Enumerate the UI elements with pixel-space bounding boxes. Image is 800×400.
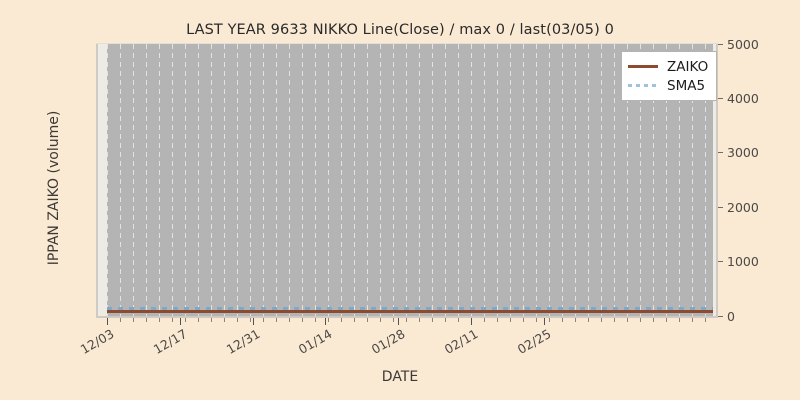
legend-swatch-sma5-icon: [628, 84, 658, 87]
y-tick-mark: [718, 315, 723, 317]
series-line-sma5: [107, 307, 713, 310]
plot-left-margin-strip: [98, 44, 107, 316]
x-tick-label: 12/03: [77, 326, 117, 358]
x-tick-mark: [398, 318, 400, 325]
x-tick-label: 12/17: [150, 326, 190, 358]
legend-label: SMA5: [667, 77, 706, 94]
x-tick-label: 12/31: [223, 326, 263, 358]
plot-right-margin-strip: [713, 44, 716, 316]
y-tick-mark: [718, 43, 723, 45]
axis-spine-top: [96, 43, 718, 44]
y-tick-mark: [718, 97, 723, 99]
x-tick-mark: [179, 318, 181, 325]
chart-legend[interactable]: ZAIKO SMA5: [621, 51, 718, 101]
vertical-gridlines: [107, 44, 713, 316]
x-tick-mark: [471, 318, 472, 325]
x-axis-tick-labels: 12/03 12/17 12/31 01/14 01/28 02/11 02/25: [0, 326, 800, 366]
y-tick-label: 5000: [727, 36, 759, 52]
y-tick-mark: [718, 152, 723, 154]
axis-spine-right: [716, 44, 718, 318]
y-tick-mark: [718, 261, 723, 263]
x-tick-mark: [543, 318, 545, 325]
series-line-zaiko: [107, 310, 713, 313]
data-series-layer: [107, 302, 713, 316]
y-axis-title: IPPAN ZAIKO (volume): [46, 110, 62, 266]
axis-spine-left: [96, 44, 98, 318]
y-tick-label: 0: [727, 308, 735, 324]
x-tick-label: 02/11: [441, 326, 481, 358]
y-tick-mark: [718, 206, 723, 208]
y-tick-label: 3000: [727, 145, 759, 161]
chart-title: LAST YEAR 9633 NIKKO Line(Close) / max 0…: [186, 22, 614, 38]
x-tick-label: 02/25: [514, 326, 554, 358]
legend-item[interactable]: SMA5: [628, 76, 708, 95]
y-tick-label: 1000: [727, 254, 759, 270]
x-axis-title: DATE: [381, 369, 419, 385]
x-tick-label: 01/28: [368, 326, 408, 358]
axis-spine-bottom: [96, 316, 718, 318]
y-tick-label: 2000: [727, 199, 759, 215]
x-tick-mark: [325, 318, 327, 325]
legend-label: ZAIKO: [667, 58, 709, 75]
x-axis-minor-ticks: [107, 318, 713, 322]
legend-swatch-zaiko-icon: [628, 65, 658, 68]
x-axis-major-ticks: [0, 318, 800, 325]
y-axis-ticks: 0 1000 2000 3000 4000 5000: [718, 37, 778, 324]
plot-area[interactable]: [98, 44, 716, 316]
legend-item[interactable]: ZAIKO: [628, 57, 708, 76]
y-tick-label: 4000: [727, 90, 759, 106]
x-tick-mark: [252, 318, 254, 325]
x-tick-label: 01/14: [296, 326, 335, 358]
x-tick-mark: [107, 318, 108, 325]
